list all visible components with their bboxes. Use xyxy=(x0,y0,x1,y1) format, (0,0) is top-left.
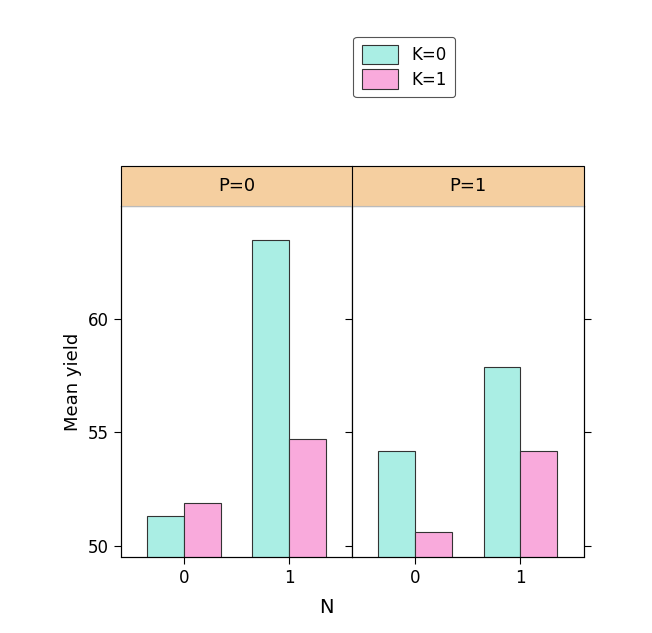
Bar xyxy=(147,517,184,633)
Bar xyxy=(484,367,520,633)
Text: P=1: P=1 xyxy=(449,177,486,195)
Bar xyxy=(378,451,415,633)
Bar xyxy=(252,240,289,633)
Text: P=0: P=0 xyxy=(218,177,255,195)
Bar xyxy=(184,503,220,633)
Bar xyxy=(415,532,452,633)
Text: N: N xyxy=(319,598,333,617)
Y-axis label: Mean yield: Mean yield xyxy=(65,332,82,430)
Bar xyxy=(289,439,326,633)
Legend: K=0, K=1: K=0, K=1 xyxy=(353,37,455,97)
Bar xyxy=(520,451,557,633)
